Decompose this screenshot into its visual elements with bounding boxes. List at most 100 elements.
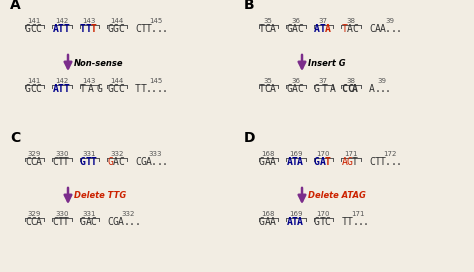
Text: 144: 144 [110,78,123,84]
Text: 332: 332 [121,211,135,217]
Text: A: A [264,217,270,227]
Text: A: A [146,157,152,167]
Text: T: T [85,157,91,167]
Text: T: T [322,84,328,94]
Text: G: G [286,24,292,34]
Text: 168: 168 [262,211,275,217]
Text: D: D [244,131,255,145]
Text: G: G [259,217,265,227]
Text: A: A [53,24,58,34]
Text: C: C [36,84,42,94]
Text: A: A [286,157,292,167]
Text: B: B [244,0,255,12]
Text: A: A [286,217,292,227]
Text: G: G [96,84,102,94]
Text: A: A [325,24,330,34]
Text: Non-sense: Non-sense [74,58,124,67]
Text: C: C [30,24,36,34]
Text: .: . [151,24,157,34]
Text: G: G [140,157,146,167]
Text: A: A [297,217,303,227]
Text: C: C [297,84,303,94]
Text: T: T [374,157,380,167]
Text: A: A [270,84,275,94]
Text: A: A [36,157,42,167]
Text: .: . [156,84,162,94]
Text: C: C [30,157,36,167]
Text: 141: 141 [27,18,41,24]
Text: .: . [396,157,401,167]
Text: 329: 329 [27,151,41,157]
Text: G: G [25,24,31,34]
Text: 170: 170 [317,151,330,157]
Text: 35: 35 [264,78,273,84]
Text: A: A [297,157,303,167]
Text: 38: 38 [346,78,355,84]
Text: .: . [385,157,391,167]
Text: C: C [325,217,330,227]
Text: A: A [330,84,336,94]
Text: 169: 169 [289,211,302,217]
Text: .: . [124,217,129,227]
Text: T: T [380,157,385,167]
Text: .: . [352,217,358,227]
Text: G: G [259,157,265,167]
Text: 172: 172 [383,151,396,157]
Text: A: A [53,84,58,94]
Text: T: T [352,157,358,167]
Text: 143: 143 [82,18,96,24]
Text: A: A [341,157,347,167]
Text: T: T [140,84,146,94]
Text: G: G [314,217,320,227]
Text: C: C [264,84,270,94]
Text: .: . [162,84,168,94]
Text: T: T [146,24,152,34]
Text: 171: 171 [344,151,357,157]
Text: C: C [25,217,31,227]
Text: A: A [270,217,275,227]
Text: C: C [113,84,118,94]
Text: 141: 141 [27,78,41,84]
Text: C: C [369,24,375,34]
Text: C: C [264,24,270,34]
Text: .: . [363,217,369,227]
Text: A: A [319,157,325,167]
Text: .: . [385,84,391,94]
Text: G: G [108,24,113,34]
Text: C: C [10,131,20,145]
Text: T: T [341,217,347,227]
Text: 144: 144 [110,18,123,24]
Text: C: C [53,157,58,167]
Text: A: A [292,24,298,34]
Text: A: A [374,24,380,34]
Text: .: . [134,217,140,227]
Text: C: C [30,217,36,227]
Text: Delete TTG: Delete TTG [74,191,126,200]
Text: T: T [292,217,298,227]
Text: 37: 37 [319,78,328,84]
Text: T: T [292,157,298,167]
Text: T: T [58,157,64,167]
Text: T: T [341,24,347,34]
Text: A: A [85,217,91,227]
Text: 39: 39 [385,18,394,24]
Text: G: G [108,84,113,94]
Text: 37: 37 [319,18,328,24]
Text: T: T [63,217,69,227]
Text: A: A [369,84,375,94]
Text: G: G [347,157,353,167]
Text: .: . [162,157,168,167]
Text: .: . [357,217,364,227]
Text: 142: 142 [55,78,68,84]
Text: T: T [91,157,97,167]
Text: .: . [156,157,162,167]
Text: A: A [118,217,124,227]
Text: T: T [91,24,97,34]
Text: .: . [162,24,168,34]
Text: 169: 169 [289,151,302,157]
Text: 330: 330 [55,211,69,217]
Text: C: C [30,84,36,94]
Text: 142: 142 [55,18,68,24]
Text: T: T [80,84,86,94]
Text: A: A [292,84,298,94]
